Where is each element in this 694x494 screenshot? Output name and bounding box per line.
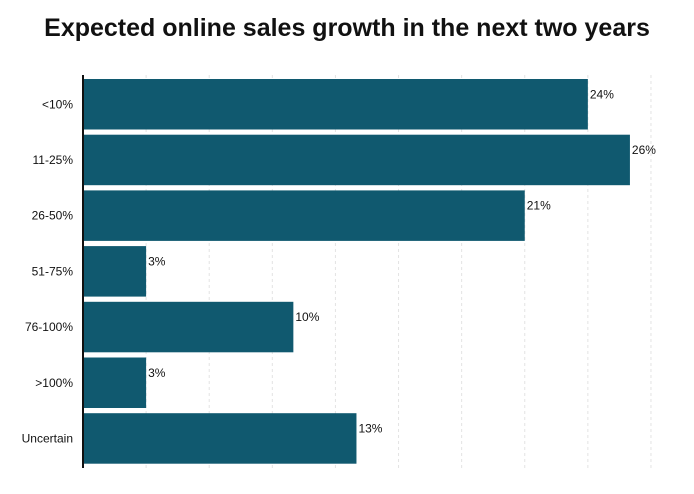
value-label: 10% — [295, 310, 319, 324]
bar — [83, 134, 630, 186]
chart-title: Expected online sales growth in the next… — [44, 14, 650, 42]
category-label: <10% — [42, 97, 73, 111]
bars — [83, 79, 630, 464]
value-label: 26% — [632, 143, 656, 157]
bar — [83, 190, 525, 241]
grid-lines — [145, 75, 652, 468]
bar — [83, 357, 147, 408]
bar — [83, 301, 294, 353]
category-label: 11-25% — [33, 153, 74, 167]
value-label: 3% — [148, 366, 166, 380]
category-label: Uncertain — [22, 431, 73, 445]
bar — [83, 79, 588, 130]
category-label: 51-75% — [32, 264, 74, 278]
bar — [83, 413, 357, 464]
value-label: 3% — [148, 254, 166, 268]
category-label: >100% — [35, 376, 73, 390]
category-label: 26-50% — [32, 209, 74, 223]
value-label: 21% — [527, 199, 551, 213]
labels: <10% 24% 11-25% 26% 26-50% 21% 51-75% 3% 76-100%… — [22, 87, 657, 445]
category-label: 76-100% — [25, 320, 73, 334]
bar — [83, 246, 147, 297]
value-label: 24% — [590, 87, 614, 101]
value-label: 13% — [358, 421, 382, 435]
